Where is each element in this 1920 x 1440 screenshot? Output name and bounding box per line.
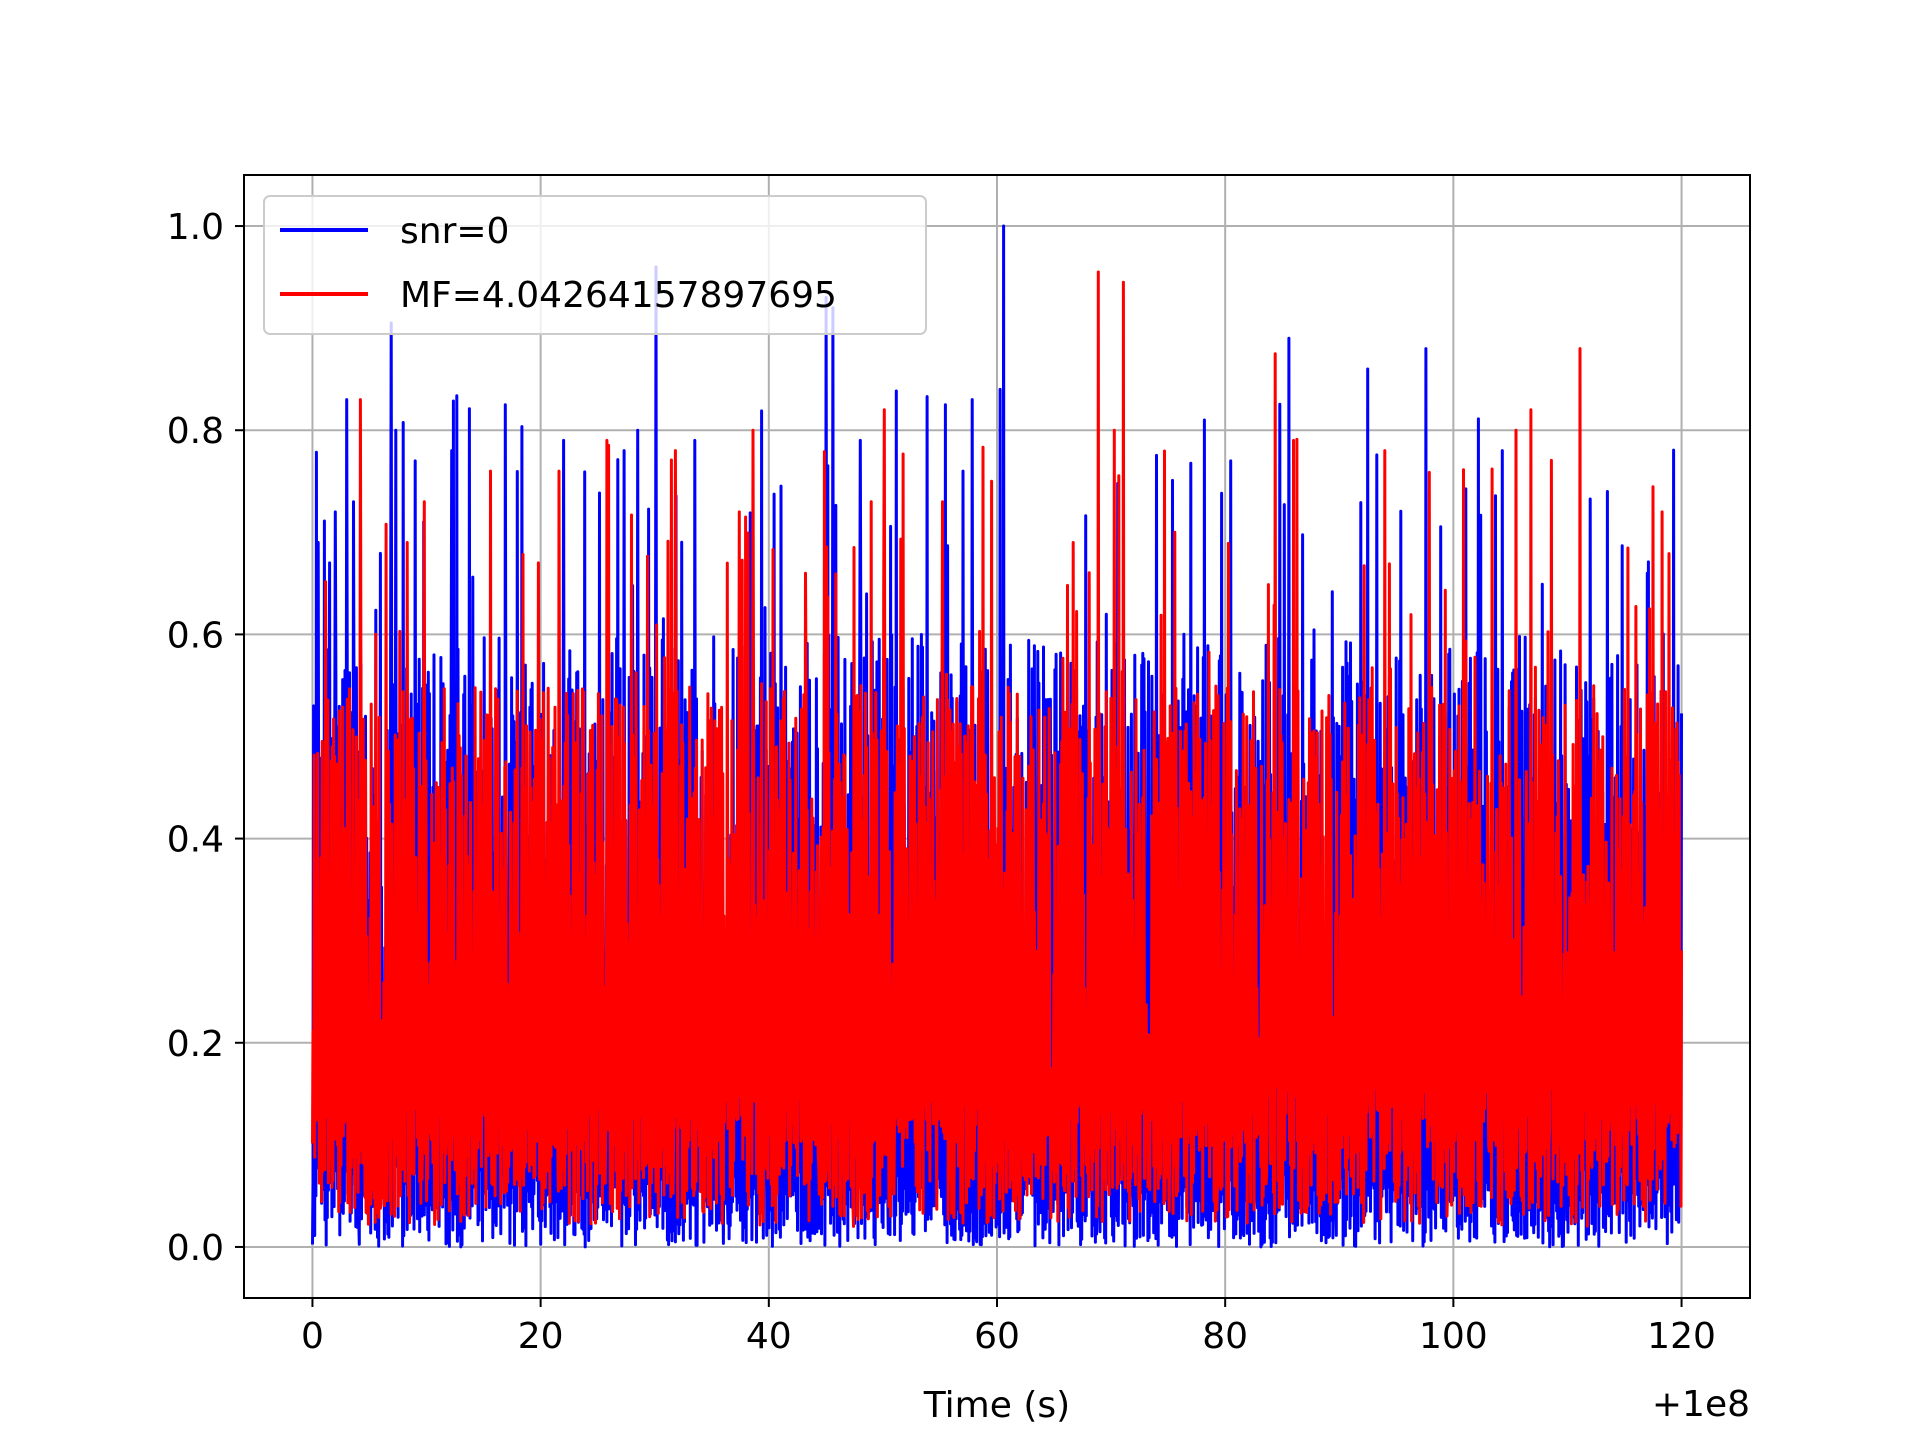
- x-offset-label: +1e8: [1652, 1384, 1750, 1425]
- x-tick-label: 60: [974, 1316, 1020, 1357]
- x-tick-label: 0: [301, 1316, 324, 1357]
- x-tick-label: 120: [1647, 1316, 1716, 1357]
- legend: snr=0 MF=4.04264157897695: [263, 195, 927, 335]
- x-tick-label: 40: [746, 1316, 792, 1357]
- legend-label-snr: snr=0: [400, 211, 509, 252]
- y-tick-label: 0.2: [167, 1024, 224, 1065]
- x-tick-label: 80: [1202, 1316, 1248, 1357]
- y-tick-label: 0.6: [167, 615, 224, 656]
- y-tick-label: 0.0: [167, 1228, 224, 1269]
- x-axis-label: Time (s): [923, 1385, 1070, 1426]
- y-tick-label: 0.4: [167, 820, 224, 861]
- axis-ticks: 0 20 40 60 80 100 120 0.0 0.2 0.4 0.6 0.8 1.0: [167, 207, 1716, 1357]
- x-tick-label: 20: [518, 1316, 564, 1357]
- series-line-mf: [311, 270, 1683, 1228]
- legend-label-mf: MF=4.04264157897695: [400, 275, 837, 316]
- x-tick-label: 100: [1419, 1316, 1488, 1357]
- plot-series: [311, 224, 1683, 1249]
- y-tick-label: 0.8: [167, 411, 224, 452]
- legend-box: [263, 195, 927, 335]
- y-tick-label: 1.0: [167, 207, 224, 248]
